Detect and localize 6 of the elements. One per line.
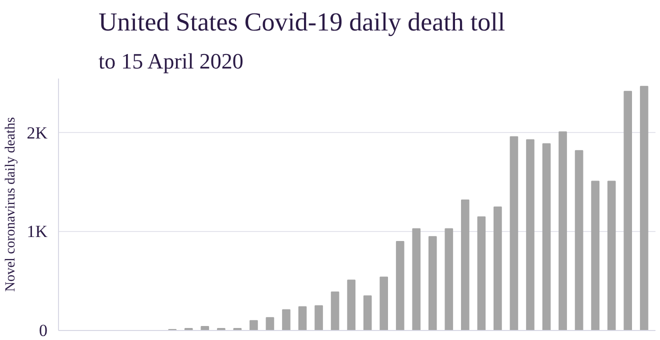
chart-subtitle: to 15 April 2020 (98, 48, 244, 74)
y-tick-label: 0 (39, 321, 48, 340)
chart-title: United States Covid-19 daily death toll (98, 8, 506, 36)
y-axis-title: Novel coronavirus daily deaths (4, 117, 19, 292)
y-tick-label: 2K (26, 123, 48, 142)
y-tick-label: 1K (26, 222, 48, 242)
